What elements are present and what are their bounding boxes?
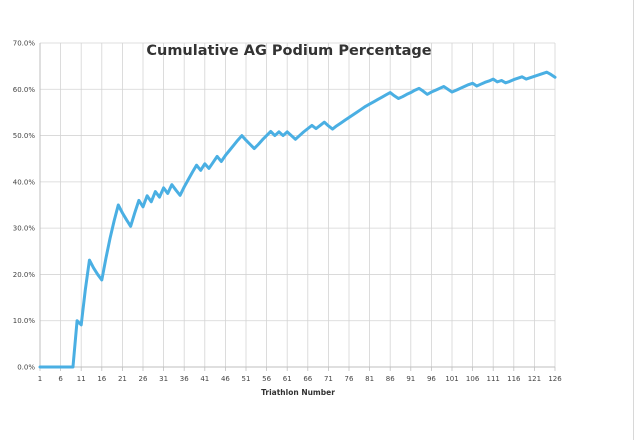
x-tick-label: 1 xyxy=(38,375,42,383)
x-tick-label: 36 xyxy=(180,375,189,383)
axes xyxy=(39,43,556,371)
y-tick-label: 70.0% xyxy=(13,40,36,48)
series-layer xyxy=(38,70,557,369)
y-tick-label: 0.0% xyxy=(17,364,35,372)
x-axis-label: Triathlon Number xyxy=(261,388,335,397)
x-tick-label: 21 xyxy=(118,375,127,383)
x-tick-label: 106 xyxy=(466,375,480,383)
x-tick-label: 121 xyxy=(528,375,541,383)
x-tick-label: 31 xyxy=(159,375,168,383)
x-tick-label: 96 xyxy=(427,375,436,383)
x-tick-label: 41 xyxy=(200,375,209,383)
x-tick-label: 91 xyxy=(406,375,415,383)
x-tick-label: 101 xyxy=(445,375,458,383)
x-tick-label: 126 xyxy=(548,375,562,383)
y-tick-label: 20.0% xyxy=(13,271,36,279)
x-tick-label: 76 xyxy=(345,375,354,383)
x-tick-labels: 1 6 11 16 21 26 31 36 41 46 51 56 61 66 71 76 81 86 91 96 10… xyxy=(38,375,562,383)
x-tick-label: 56 xyxy=(262,375,271,383)
y-tick-label: 40.0% xyxy=(13,178,36,186)
x-tick-label: 11 xyxy=(77,375,86,383)
page-edge xyxy=(633,0,634,440)
x-tick-label: 16 xyxy=(97,375,106,383)
x-tick-label: 116 xyxy=(507,375,521,383)
x-tick-label: 86 xyxy=(386,375,395,383)
y-tick-label: 30.0% xyxy=(13,225,36,233)
x-tick-label: 111 xyxy=(487,375,500,383)
x-tick-label: 61 xyxy=(283,375,292,383)
x-tick-label: 46 xyxy=(221,375,230,383)
chart-title: Cumulative AG Podium Percentage xyxy=(146,43,431,59)
x-tick-label: 81 xyxy=(365,375,374,383)
x-tick-label: 66 xyxy=(303,375,312,383)
y-tick-label: 50.0% xyxy=(13,132,36,140)
x-tick-label: 51 xyxy=(242,375,251,383)
y-tick-label: 10.0% xyxy=(13,317,36,325)
x-tick-label: 26 xyxy=(139,375,148,383)
x-tick-label: 6 xyxy=(58,375,63,383)
series-line xyxy=(38,70,557,369)
y-tick-labels: 0.0% 10.0% 20.0% 30.0% 40.0% 50.0% 60.0% 70.0% xyxy=(13,40,36,372)
x-tick-label: 71 xyxy=(324,375,333,383)
y-tick-label: 60.0% xyxy=(13,86,36,94)
